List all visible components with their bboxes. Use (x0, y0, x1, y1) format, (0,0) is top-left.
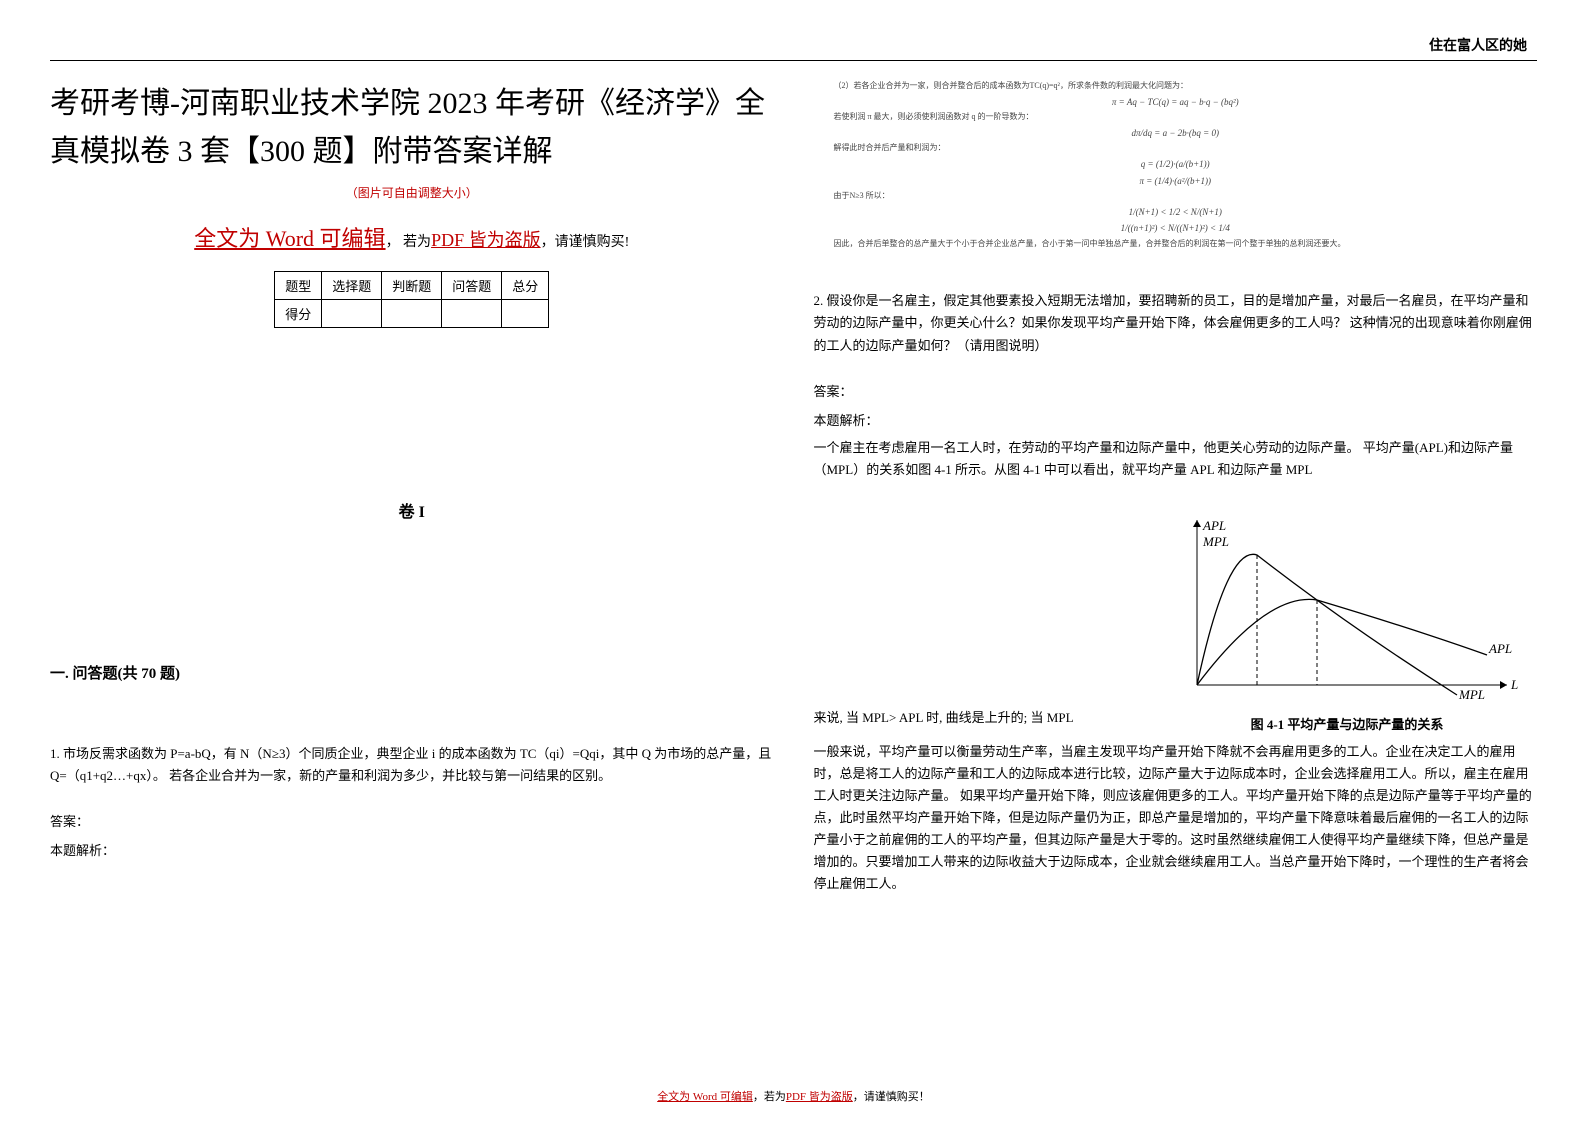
header-author: 住在富人区的她 (1429, 35, 1527, 55)
footer-word: 全文为 Word 可编辑 (657, 1091, 753, 1103)
right-column: （2）若各企业合并为一家，则合并整合后的成本函数为TC(q)=q²，所求条件数的… (814, 80, 1538, 1072)
answer-label: 答案： (814, 381, 1538, 400)
equation: 1/(N+1) < 1/2 < N/(N+1) (834, 205, 1518, 219)
equation: dπ/dq = a − 2b·(bq = 0) (834, 126, 1518, 140)
svg-text:MPL: MPL (1458, 687, 1485, 702)
equation: q = (1/2)·(a/(b+1)) (834, 157, 1518, 171)
footer-mid: ，若为 (753, 1091, 786, 1103)
footer-pdf: PDF 皆为盗版 (786, 1091, 853, 1103)
chart-caption: 图 4-1 平均产量与边际产量的关系 (1157, 714, 1537, 733)
math-conclusion: 因此，合并后单整合的总产量大于个小于合并企业总产量，合小于第一问中单独总产量，合… (834, 238, 1518, 251)
equation: π = (1/4)·(a²/(b+1)) (834, 174, 1518, 188)
q-number: 2. (814, 293, 824, 308)
score-cell (322, 300, 382, 328)
chart-svg: APLMPLLAPLMPL (1157, 505, 1537, 705)
analysis-para2: 一般来说，平均产量可以衡量劳动生产率，当雇主发现平均产量开始下降就不会再雇用更多… (814, 741, 1538, 896)
content-columns: 考研考博-河南职业技术学院 2023 年考研《经济学》全真模拟卷 3 套【300… (50, 80, 1537, 1072)
math-intro: （2）若各企业合并为一家，则合并整合后的成本函数为TC(q)=q²，所求条件数的… (834, 80, 1518, 93)
svg-text:MPL: MPL (1202, 534, 1229, 549)
q-number: 1. (50, 746, 60, 761)
q-text: 假设你是一名雇主，假定其他要素投入短期无法增加，要招聘新的员工，目的是增加产量，… (814, 293, 1532, 352)
analysis-label: 本题解析： (814, 410, 1538, 429)
apl-mpl-chart: APLMPLLAPLMPL (1157, 505, 1537, 710)
equation: π = Aq − TC(q) = aq − b·q − (bq²) (834, 95, 1518, 109)
svg-text:APL: APL (1488, 641, 1512, 656)
chart-row: 来说, 当 MPL> APL 时, 曲线是上升的; 当 MPL APLMPLLA… (814, 495, 1538, 733)
analysis-label: 本题解析： (50, 840, 774, 859)
top-rule (50, 60, 1537, 61)
svg-text:L: L (1510, 677, 1518, 692)
question-1: 1. 市场反需求函数为 P=a-bQ，有 N（N≥3）个同质企业，典型企业 i … (50, 743, 774, 787)
question-2: 2. 假设你是一名雇主，假定其他要素投入短期无法增加，要招聘新的员工，目的是增加… (814, 290, 1538, 356)
warn-mid: ， 若为 (386, 235, 432, 250)
score-cell (382, 300, 442, 328)
word-editable-label: 全文为 Word 可编辑 (194, 226, 385, 251)
score-table: 题型 选择题 判断题 问答题 总分 得分 (274, 271, 549, 328)
left-column: 考研考博-河南职业技术学院 2023 年考研《经济学》全真模拟卷 3 套【300… (50, 80, 774, 1072)
answer-label: 答案： (50, 811, 774, 830)
resize-note: （图片可自由调整大小） (50, 184, 774, 201)
score-cell (502, 300, 549, 328)
q-text: 市场反需求函数为 P=a-bQ，有 N（N≥3）个同质企业，典型企业 i 的成本… (50, 746, 771, 783)
volume-label: 卷 I (50, 498, 774, 522)
equation: 1/((n+1)²) < N/((N+1)²) < 1/4 (834, 221, 1518, 235)
warn-suffix: ，请谨慎购买! (541, 235, 630, 250)
footer-suffix: ，请谨慎购买！ (853, 1091, 930, 1103)
score-cell (442, 300, 502, 328)
svg-text:APL: APL (1202, 518, 1226, 533)
pdf-pirate-label: PDF 皆为盗版 (431, 230, 541, 250)
analysis-para1: 一个雇主在考虑雇用一名工人时，在劳动的平均产量和边际产量中，他更关心劳动的边际产… (814, 437, 1538, 481)
math-solve: 解得此时合并后产量和利润为： (834, 142, 1518, 155)
math-compare: 由于N≥3 所以： (834, 190, 1518, 203)
table-row: 题型 选择题 判断题 问答题 总分 (275, 272, 549, 300)
math-derivation: （2）若各企业合并为一家，则合并整合后的成本函数为TC(q)=q²，所求条件数的… (814, 80, 1538, 260)
col-header: 判断题 (382, 272, 442, 300)
page-title: 考研考博-河南职业技术学院 2023 年考研《经济学》全真模拟卷 3 套【300… (50, 80, 774, 176)
col-header: 总分 (502, 272, 549, 300)
row-label: 得分 (275, 300, 322, 328)
col-header: 选择题 (322, 272, 382, 300)
edit-warning: 全文为 Word 可编辑， 若为PDF 皆为盗版，请谨慎购买! (50, 221, 774, 253)
section-heading: 一. 问答题(共 70 题) (50, 662, 774, 683)
continuation-text: 来说, 当 MPL> APL 时, 曲线是上升的; 当 MPL (814, 707, 1142, 733)
col-header: 题型 (275, 272, 322, 300)
col-header: 问答题 (442, 272, 502, 300)
table-row: 得分 (275, 300, 549, 328)
footer-warning: 全文为 Word 可编辑，若为PDF 皆为盗版，请谨慎购买！ (0, 1088, 1587, 1104)
math-cond: 若使利润 π 最大，则必须使利润函数对 q 的一阶导数为： (834, 111, 1518, 124)
